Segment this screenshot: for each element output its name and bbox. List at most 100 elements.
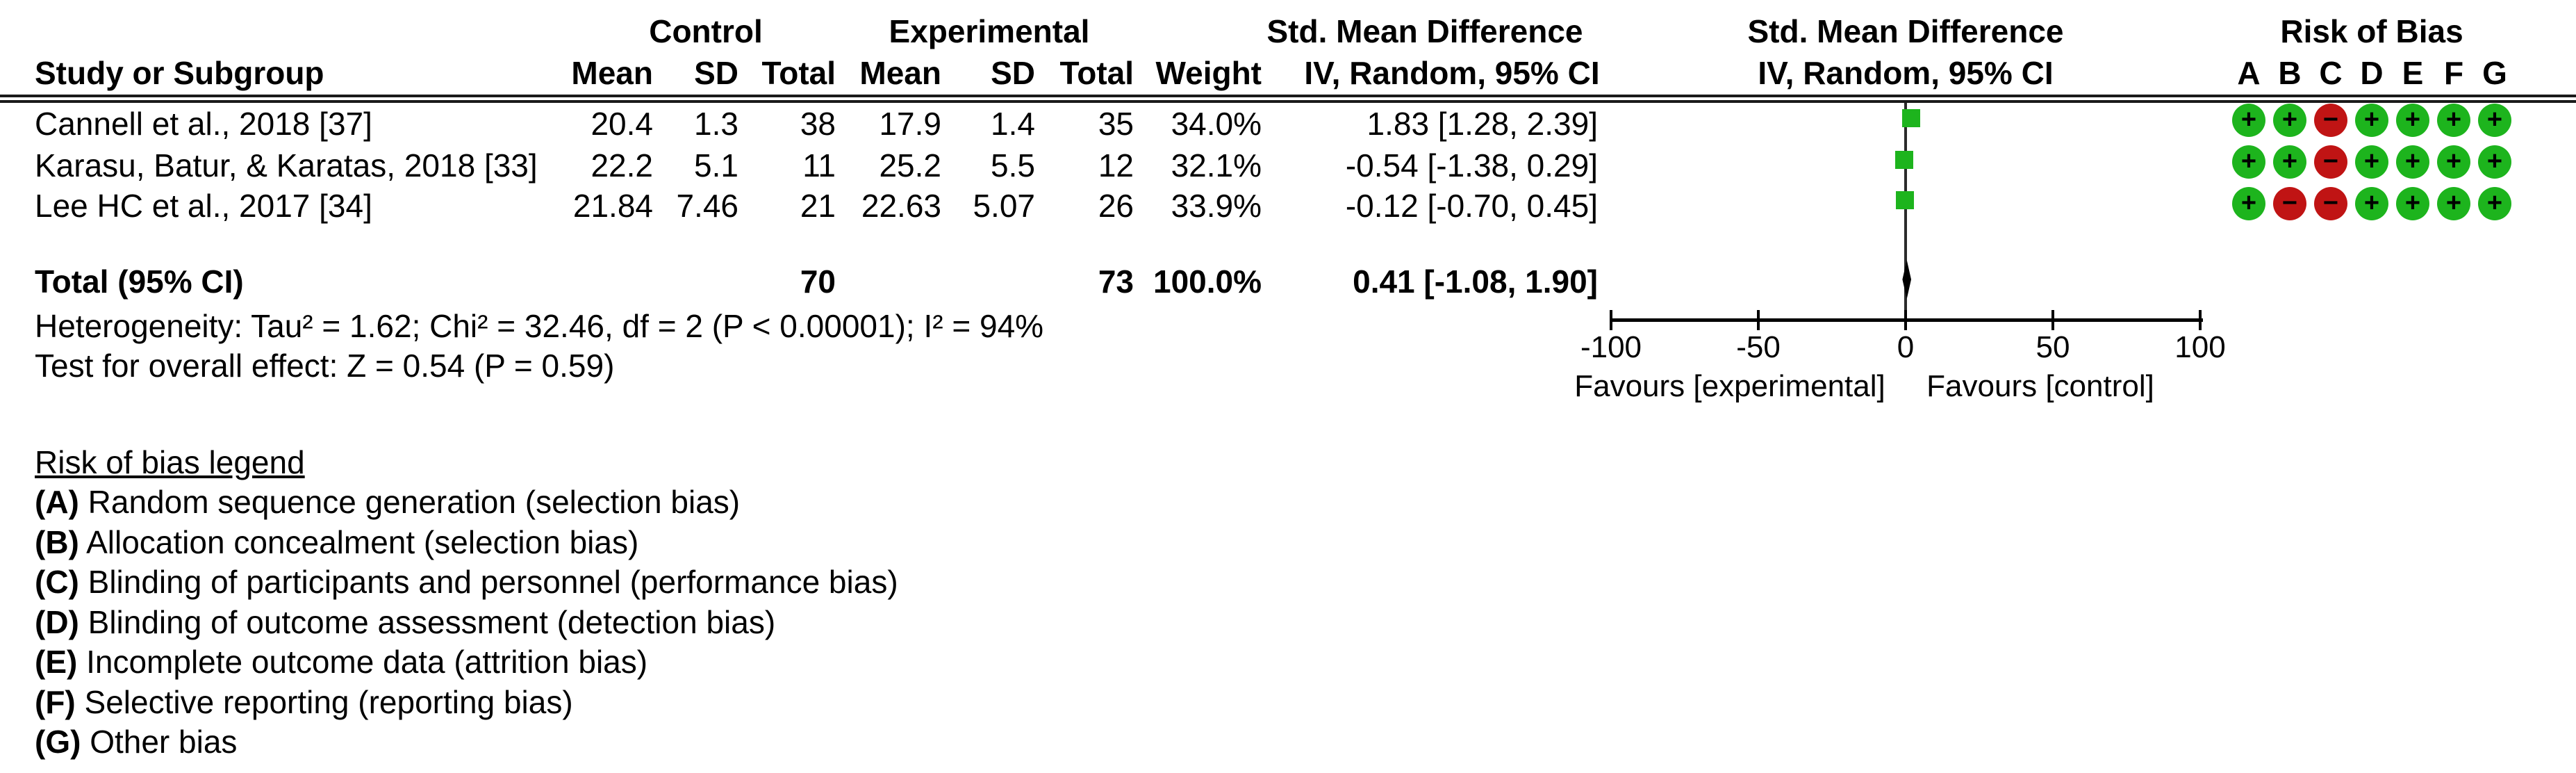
legend-item-text: Incomplete outcome data (attrition bias)	[77, 644, 648, 680]
header-rule-top	[0, 95, 2576, 97]
rob-circle-low: +	[2478, 145, 2511, 179]
axis-tick	[2051, 310, 2054, 330]
axis-tick	[1904, 310, 1907, 330]
rob-letter-A: A	[2237, 55, 2261, 91]
axis-tick-label: -50	[1736, 330, 1781, 364]
legend-item: (F) Selective reporting (reporting bias)	[35, 685, 573, 719]
header-study-or-subgroup: Study or Subgroup	[35, 55, 324, 91]
experimental-sd-cell: 5.07	[973, 188, 1035, 224]
control-total-cell: 21	[800, 188, 836, 224]
axis-tick-label: 0	[1897, 330, 1915, 364]
experimental-mean-cell: 22.63	[861, 188, 941, 224]
header-smd-plot-method: IV, Random, 95% CI	[1758, 55, 2054, 91]
smd-ci-cell: 1.83 [1.28, 2.39]	[1367, 106, 1599, 142]
smd-ci-cell: -0.12 [-0.70, 0.45]	[1345, 188, 1598, 224]
legend-item-text: Other bias	[81, 724, 238, 760]
control-sd-cell: 7.46	[676, 188, 738, 224]
favours-control-label: Favours [control]	[1926, 369, 2154, 403]
control-mean-cell: 20.4	[591, 106, 653, 142]
total-row-label: Total (95% CI)	[35, 263, 244, 300]
rob-circle-low: +	[2232, 104, 2265, 137]
rob-circle-high: −	[2314, 104, 2347, 137]
legend-item-text: Blinding of outcome assessment (detectio…	[79, 603, 776, 640]
legend-item-text: Blinding of participants and personnel (…	[79, 564, 898, 600]
rob-letter-E: E	[2402, 55, 2424, 91]
control-sd-cell: 5.1	[694, 147, 738, 184]
header-control-total: Total	[761, 55, 836, 91]
rob-circle-low: +	[2232, 187, 2265, 220]
header-rule-bottom	[0, 100, 2576, 103]
legend-item-key: (E)	[35, 644, 78, 680]
rob-circle-low: +	[2232, 145, 2265, 179]
total-row-ci: 0.41 [-1.08, 1.90]	[1353, 263, 1598, 300]
rob-letter-B: B	[2278, 55, 2302, 91]
rob-circle-low: +	[2355, 145, 2388, 179]
header-smd-text-title: Std. Mean Difference	[1266, 13, 1583, 49]
weight-cell: 33.9%	[1171, 188, 1262, 224]
rob-legend-title: Risk of bias legend	[35, 444, 305, 480]
study-name: Lee HC et al., 2017 [34]	[35, 188, 372, 224]
heterogeneity-stats: Heterogeneity: Tau² = 1.62; Chi² = 32.46…	[35, 308, 1044, 344]
overall-effect-stats: Test for overall effect: Z = 0.54 (P = 0…	[35, 348, 615, 384]
rob-circle-low: +	[2396, 187, 2429, 220]
header-risk-of-bias-title: Risk of Bias	[2280, 13, 2463, 49]
weight-cell: 32.1%	[1171, 147, 1262, 184]
smd-ci-cell: -0.54 [-1.38, 0.29]	[1345, 147, 1598, 184]
rob-circle-low: +	[2396, 145, 2429, 179]
study-name: Karasu, Batur, & Karatas, 2018 [33]	[35, 147, 538, 184]
rob-circle-high: −	[2273, 187, 2306, 220]
axis-tick-label: 50	[2036, 330, 2070, 364]
axis-tick-label: -100	[1580, 330, 1642, 364]
header-group-experimental: Experimental	[889, 13, 1090, 49]
legend-item-key: (D)	[35, 603, 79, 640]
rob-letter-G: G	[2482, 55, 2507, 91]
header-control-sd: SD	[694, 55, 738, 91]
total-effect-diamond	[1902, 260, 1912, 299]
axis-tick-label: 100	[2174, 330, 2226, 364]
legend-item: (A) Random sequence generation (selectio…	[35, 485, 740, 519]
total-row-experimental-total: 73	[1098, 263, 1134, 300]
control-mean-cell: 21.84	[572, 188, 653, 224]
rob-letter-D: D	[2360, 55, 2384, 91]
control-total-cell: 11	[802, 147, 836, 184]
legend-item-key: (G)	[35, 724, 81, 760]
study-name: Cannell et al., 2018 [37]	[35, 106, 372, 142]
zero-effect-line	[1904, 103, 1907, 321]
legend-item: (G) Other bias	[35, 724, 237, 759]
axis-tick	[2199, 310, 2202, 330]
legend-item-key: (B)	[35, 523, 79, 560]
header-smd-text-method: IV, Random, 95% CI	[1304, 55, 1600, 91]
legend-item: (D) Blinding of outcome assessment (dete…	[35, 605, 775, 640]
rob-circle-low: +	[2437, 104, 2470, 137]
legend-item-key: (F)	[35, 683, 76, 720]
rob-circle-low: +	[2437, 145, 2470, 179]
effect-square	[1896, 191, 1915, 209]
control-mean-cell: 22.2	[591, 147, 653, 184]
rob-circle-high: −	[2314, 187, 2347, 220]
rob-letter-F: F	[2443, 55, 2464, 91]
rob-circle-high: −	[2314, 145, 2347, 179]
effect-square	[1894, 151, 1913, 169]
total-row-control-total: 70	[800, 263, 836, 300]
rob-circle-low: +	[2478, 104, 2511, 137]
legend-item-text: Selective reporting (reporting bias)	[75, 683, 573, 720]
legend-item-key: (C)	[35, 564, 79, 600]
header-smd-plot-title: Std. Mean Difference	[1747, 13, 2064, 49]
rob-circle-low: +	[2355, 104, 2388, 137]
weight-cell: 34.0%	[1171, 106, 1262, 142]
control-sd-cell: 1.3	[694, 106, 738, 142]
axis-tick	[1610, 310, 1612, 330]
control-total-cell: 38	[800, 106, 836, 142]
effect-square	[1901, 109, 1920, 127]
header-experimental-sd: SD	[991, 55, 1035, 91]
header-experimental-mean: Mean	[859, 55, 941, 91]
experimental-total-cell: 35	[1098, 106, 1134, 142]
legend-item: (C) Blinding of participants and personn…	[35, 564, 898, 599]
rob-circle-low: +	[2478, 187, 2511, 220]
legend-item: (E) Incomplete outcome data (attrition b…	[35, 644, 647, 679]
experimental-total-cell: 26	[1098, 188, 1134, 224]
experimental-sd-cell: 5.5	[991, 147, 1035, 184]
total-row-weight: 100.0%	[1153, 263, 1262, 300]
axis-tick	[1757, 310, 1760, 330]
